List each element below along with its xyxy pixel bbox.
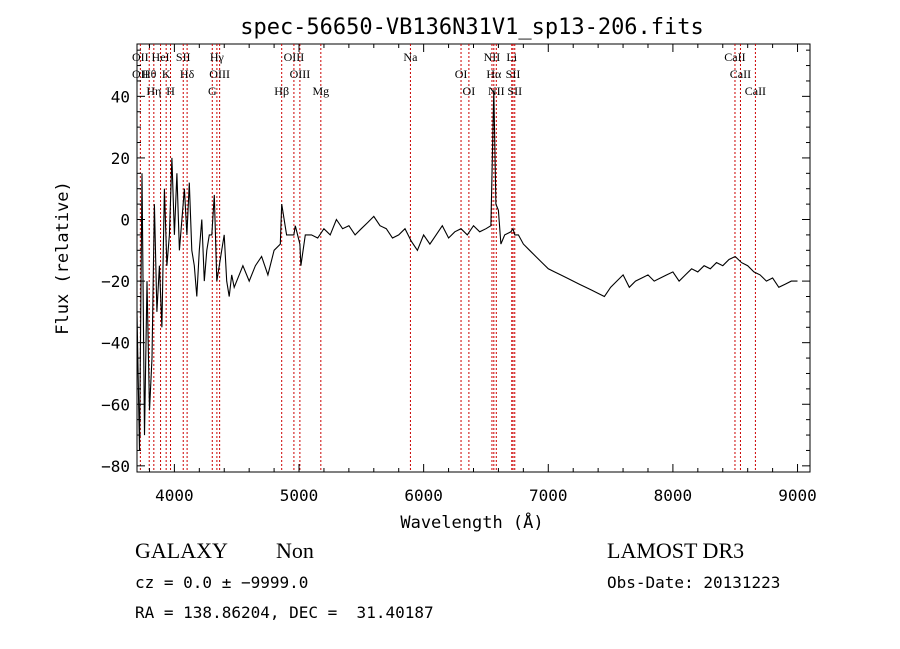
line-marker-label: OII	[132, 50, 149, 64]
line-marker-label: SII	[506, 67, 521, 81]
line-marker-label: NII	[488, 84, 505, 98]
y-tick-label: −80	[101, 457, 130, 476]
ra-dec-text: RA = 138.86204, DEC = 31.40187	[135, 603, 434, 622]
line-marker-label: Li	[506, 50, 517, 64]
line-marker-label: SII	[507, 84, 522, 98]
line-marker-label: G	[208, 84, 217, 98]
spectrum-line	[136, 90, 798, 451]
line-marker-label: SII	[176, 50, 191, 64]
y-tick-label: 40	[111, 87, 130, 106]
line-marker-label: OIII	[209, 67, 230, 81]
x-tick-label: 9000	[778, 486, 817, 505]
line-marker-label: HeI	[152, 50, 170, 64]
y-tick-label: 0	[120, 211, 130, 230]
line-marker-label: Hγ	[210, 50, 225, 64]
line-marker-label: OI	[455, 67, 468, 81]
line-marker-label: K	[162, 67, 171, 81]
object-subclass: Non	[276, 538, 314, 563]
x-tick-label: 4000	[155, 486, 194, 505]
line-marker-label: OII	[132, 67, 149, 81]
x-axis-ticks: 4000 5000 6000 7000 8000 9000	[148, 44, 817, 505]
x-tick-label: 7000	[529, 486, 568, 505]
x-tick-label: 8000	[654, 486, 693, 505]
line-marker-label: Hη	[146, 84, 161, 98]
y-axis-ticks: −80 −60 −40 −20 0 20 40	[101, 49, 810, 476]
line-marker-label: Mg	[312, 84, 329, 98]
line-marker-label: Hα	[486, 67, 502, 81]
line-marker-label: NII	[484, 50, 501, 64]
line-marker-label: OIII	[284, 50, 305, 64]
y-axis-label: Flux (relative)	[53, 181, 73, 335]
emission-line-markers	[139, 44, 756, 472]
survey-label: LAMOST DR3	[607, 538, 745, 563]
line-marker-label: CaII	[730, 67, 751, 81]
line-marker-label: Hθ	[142, 67, 157, 81]
line-marker-label: Hβ	[274, 84, 289, 98]
chart-title: spec-56650-VB136N31V1_sp13-206.fits	[240, 15, 704, 40]
x-tick-label: 6000	[404, 486, 443, 505]
object-class: GALAXY	[135, 538, 228, 563]
emission-line-labels: OIIOIIHθHηHeIKHSIIHδGHγOIIIHβOIIIOIIIMgN…	[132, 50, 766, 98]
line-marker-label: CaII	[724, 50, 745, 64]
x-tick-label: 5000	[280, 486, 319, 505]
line-marker-label: H	[166, 84, 175, 98]
obs-date-text: Obs-Date: 20131223	[607, 573, 781, 592]
line-marker-label: Hδ	[180, 67, 195, 81]
y-tick-label: −40	[101, 334, 130, 353]
x-axis-label: Wavelength (Å)	[400, 511, 543, 533]
y-tick-label: 20	[111, 149, 130, 168]
y-tick-label: −60	[101, 395, 130, 414]
line-marker-label: Na	[403, 50, 418, 64]
plot-frame	[136, 43, 811, 473]
line-marker-label: OI	[463, 84, 476, 98]
line-marker-label: CaII	[745, 84, 766, 98]
redshift-text: cz = 0.0 ± −9999.0	[135, 573, 309, 592]
y-tick-label: −20	[101, 272, 130, 291]
line-marker-label: OIII	[290, 67, 311, 81]
